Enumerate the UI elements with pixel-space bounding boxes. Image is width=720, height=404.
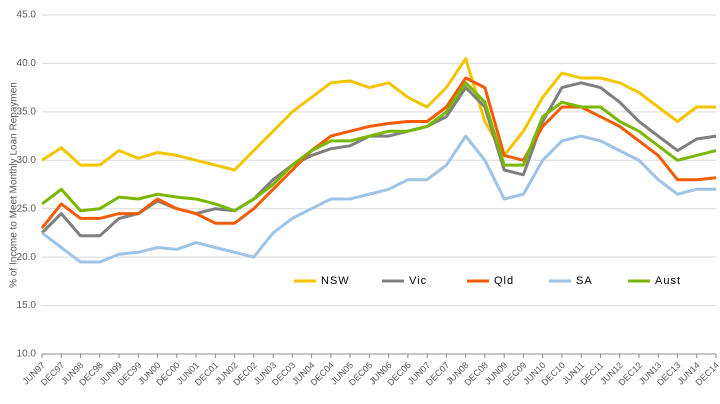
y-tick-label: 35.0 (17, 106, 37, 117)
line (41, 57, 716, 172)
legend-label: SA (576, 275, 593, 287)
legend-label: NSW (321, 275, 350, 287)
line (40, 81, 717, 238)
y-tick-label: 40.0 (17, 58, 37, 69)
y-tick-label: 30.0 (17, 155, 37, 166)
line (41, 81, 717, 213)
y-axis-label: % of Income to Meet Monthly Loan Repayme… (9, 82, 20, 288)
legend-label: Aust (655, 275, 681, 287)
line (40, 76, 717, 230)
legend-label: Vic (409, 275, 427, 287)
legend-label: Qld (494, 275, 514, 287)
y-tick-label: 10.0 (17, 349, 37, 360)
y-tick-label: 20.0 (17, 252, 37, 263)
line (41, 134, 716, 264)
y-tick-label: 15.0 (17, 300, 37, 311)
y-tick-label: 25.0 (17, 203, 37, 214)
y-tick-label: 45.0 (17, 10, 37, 21)
